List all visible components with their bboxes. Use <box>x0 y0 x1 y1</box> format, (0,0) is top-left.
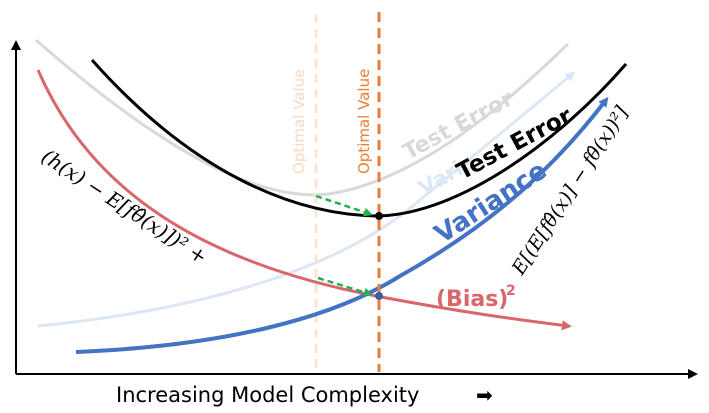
optimal-value-label: Optimal Value <box>355 69 373 174</box>
test-error-curve-faded <box>35 38 570 197</box>
x-axis-label-group: Increasing Model Complexity ➡ <box>116 383 493 407</box>
optimum-point-test-error <box>375 212 383 220</box>
x-axis-label: Increasing Model Complexity <box>116 383 419 407</box>
bias-variance-crossing <box>375 292 383 300</box>
bias-label-exponent: 2 <box>506 283 516 299</box>
bias-label: (Bias) 2 <box>436 283 516 312</box>
shift-arrow-bias <box>317 276 373 297</box>
right-arrow-icon: ➡ <box>476 383 493 407</box>
bias-formula: (h(x) − E[fθ̂(x)])² + <box>37 144 212 269</box>
optimal-value-label-faded: Optimal Value <box>290 69 308 174</box>
variance-curve-faded <box>37 71 576 328</box>
axes <box>11 40 698 379</box>
bias-label-text: (Bias) <box>436 287 508 312</box>
variance-curve <box>75 96 609 354</box>
bias-curve <box>36 69 572 331</box>
